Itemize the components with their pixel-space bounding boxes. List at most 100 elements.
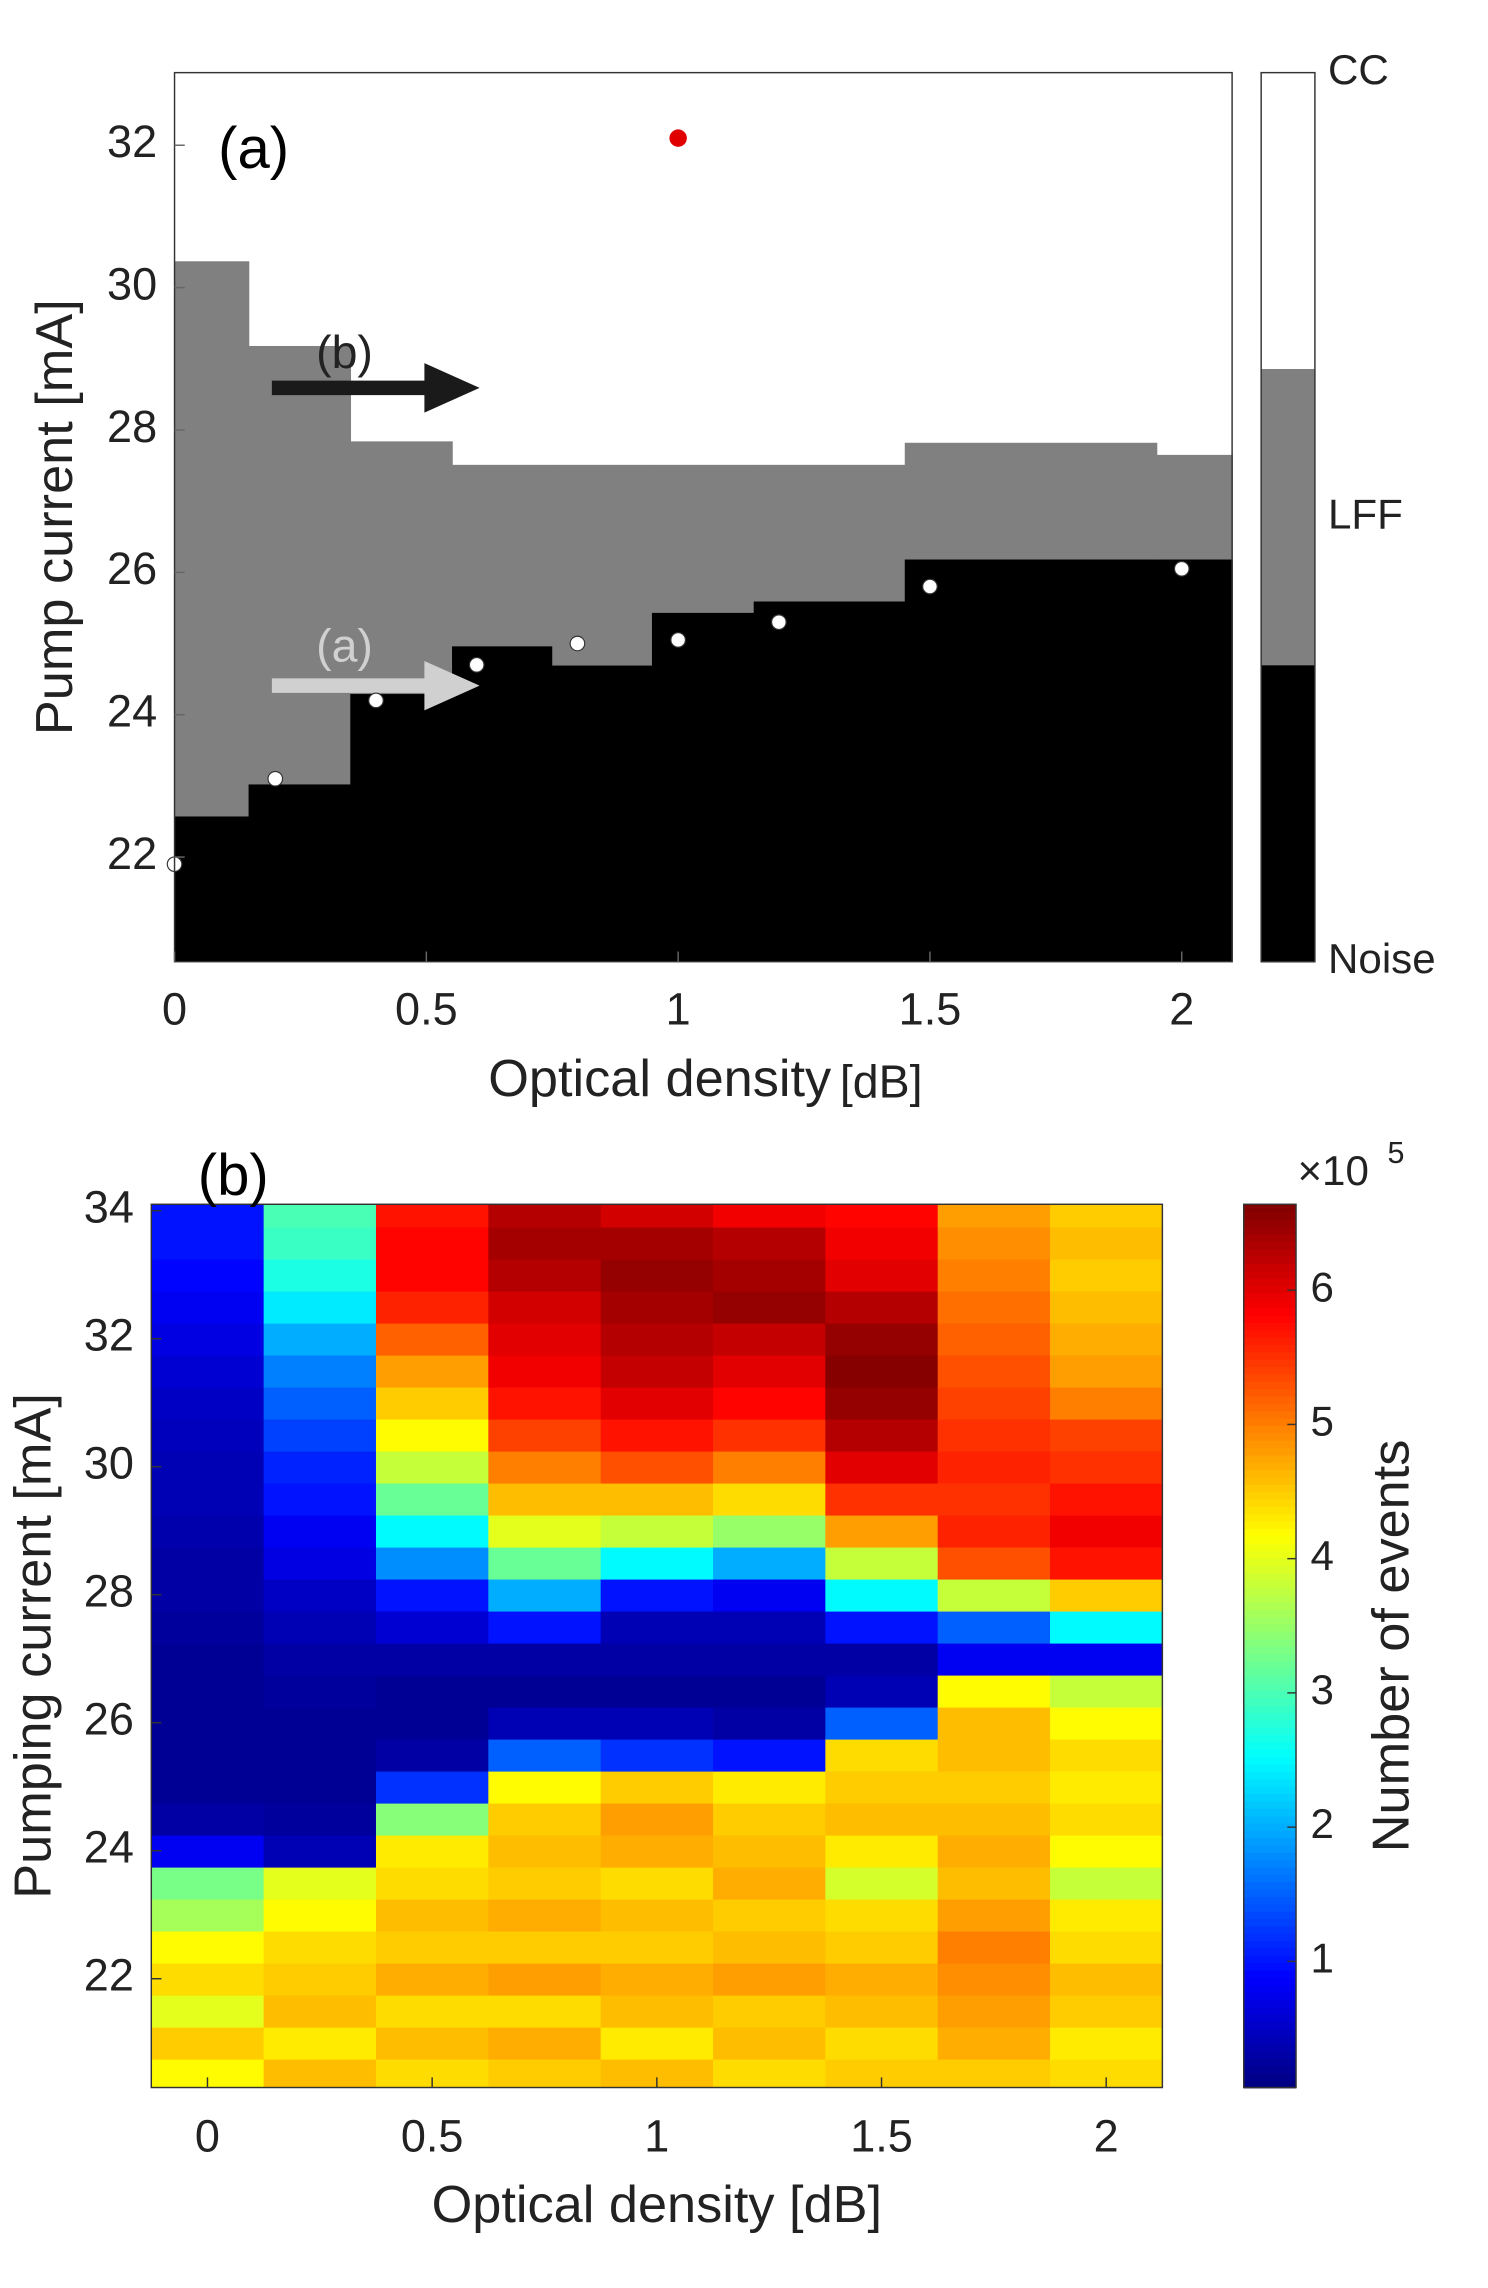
heatmap-cell — [151, 1482, 265, 1516]
colorbar-strip — [1243, 1395, 1297, 1404]
heatmap-cell — [937, 1642, 1051, 1676]
heatmap-cell — [825, 1386, 939, 1420]
heatmap-cell — [488, 1578, 602, 1612]
plot-frame — [173, 71, 1233, 963]
heatmap-cell — [600, 1866, 714, 1900]
colorbar-strip — [1243, 1675, 1297, 1684]
heatmap-cell — [375, 1770, 490, 1804]
colorbar-strip — [1243, 1233, 1297, 1242]
point — [368, 692, 384, 709]
colorbar-strip — [1243, 1241, 1297, 1250]
heatmap-cell — [375, 1226, 490, 1260]
heatmap-cell — [600, 1226, 714, 1260]
heatmap-cell — [488, 1962, 602, 1996]
heatmap-cell — [825, 1418, 939, 1452]
heatmap-cell — [600, 1290, 714, 1324]
noise-region — [248, 784, 352, 962]
heatmap-cell — [1050, 1450, 1163, 1484]
colorbar-strip — [1243, 1329, 1297, 1338]
x-tick-label: 0.5 — [401, 2111, 464, 2162]
heatmap-cell — [825, 1834, 939, 1868]
heatmap-cell — [600, 1994, 714, 2028]
heatmap-cell — [375, 1578, 490, 1612]
heatmap-cell — [825, 1514, 939, 1548]
point — [569, 635, 586, 652]
colorbar-strip — [1243, 1748, 1297, 1758]
colorbar-strip — [1243, 1498, 1297, 1507]
colorbar-strip — [1243, 1918, 1297, 1927]
colorbar-strip — [1243, 1351, 1297, 1360]
panel-label: (b) — [198, 1143, 269, 1208]
heatmap-cell — [375, 1706, 490, 1740]
heatmap-cell — [488, 1204, 602, 1228]
heatmap-cell — [937, 1834, 1051, 1868]
colorbar-strip — [1243, 1888, 1297, 1898]
heatmap-cell — [1050, 1354, 1163, 1388]
heatmap-cell — [825, 1642, 939, 1676]
colorbar-strip — [1243, 1977, 1297, 1986]
heatmap-cell — [1050, 1258, 1163, 1292]
heatmap-cell — [375, 1802, 490, 1836]
heatmap-cell — [263, 1834, 377, 1868]
heatmap-cell — [1050, 1482, 1163, 1516]
colorbar-strip — [1243, 1491, 1297, 1500]
heatmap-cell — [375, 2026, 490, 2060]
heatmap-cell — [1050, 1706, 1163, 1740]
heatmap-cell — [488, 2058, 602, 2088]
heatmap-cell — [151, 1578, 265, 1612]
colorbar-strip — [1243, 1667, 1297, 1677]
colorbar-strip — [1243, 1896, 1297, 1905]
colorbar-strip — [1243, 1844, 1297, 1853]
heatmap-cell — [825, 1322, 939, 1356]
heatmap-cell — [1050, 1898, 1163, 1932]
colorbar-strip — [1243, 1476, 1297, 1485]
colorbar-strip — [1243, 1837, 1297, 1846]
colorbar-strip — [1243, 1219, 1297, 1228]
heatmap-cell — [825, 1578, 939, 1612]
heatmap-cell — [488, 1930, 602, 1964]
heatmap-cells — [151, 1204, 1163, 2088]
heatmap-cell — [151, 1610, 265, 1644]
colorbar-strip — [1243, 1248, 1297, 1257]
heatmap-cell — [1050, 1642, 1163, 1676]
heatmap-cell — [375, 1354, 490, 1388]
y-tick-label: 32 — [107, 116, 157, 167]
heatmap-cell — [1050, 1866, 1163, 1900]
point — [922, 578, 938, 595]
heatmap-cell — [937, 1930, 1051, 1964]
heatmap-cell — [937, 1258, 1051, 1292]
heatmap-cell — [263, 1322, 377, 1356]
heatmap-cell — [488, 1610, 602, 1644]
highlight-point — [669, 129, 687, 147]
colorbar-strip — [1243, 2065, 1297, 2074]
y-tick-label: 30 — [84, 1438, 134, 1489]
heatmap-cell — [375, 1834, 490, 1868]
heatmap-cell — [375, 1482, 490, 1516]
heatmap-cell — [263, 1578, 377, 1612]
colorbar-strip — [1243, 1660, 1297, 1669]
heatmap-cell — [375, 1386, 490, 1420]
heatmap-cell — [713, 1450, 827, 1484]
colorbar-strip — [1243, 1432, 1297, 1441]
heatmap-cell — [713, 1482, 827, 1516]
y-tick-label: 24 — [84, 1822, 134, 1873]
colorbar-strip — [1243, 1704, 1297, 1714]
heatmap-cell — [1050, 1930, 1163, 1964]
colorbar-strip — [1243, 1483, 1297, 1493]
heatmap-cell — [263, 1770, 377, 1804]
heatmap-cell — [1050, 1578, 1163, 1612]
heatmap-cell — [263, 1386, 377, 1420]
heatmap-cell — [1050, 1204, 1163, 1228]
heatmap-cell — [1050, 1674, 1163, 1708]
heatmap-cell — [151, 1962, 265, 1996]
colorbar-strip — [1243, 1550, 1297, 1559]
heatmap-cell — [151, 1204, 265, 1228]
annotation: (a) — [316, 620, 373, 672]
heatmap-cell — [1050, 1802, 1163, 1836]
colorbar-strip — [1243, 1726, 1297, 1736]
colorbar-strip — [1243, 1277, 1297, 1287]
colorbar-strip — [1243, 1454, 1297, 1463]
colorbar-strip — [1243, 1204, 1297, 1213]
heatmap-cell — [600, 2026, 714, 2060]
colorbar-strip — [1243, 1851, 1297, 1861]
